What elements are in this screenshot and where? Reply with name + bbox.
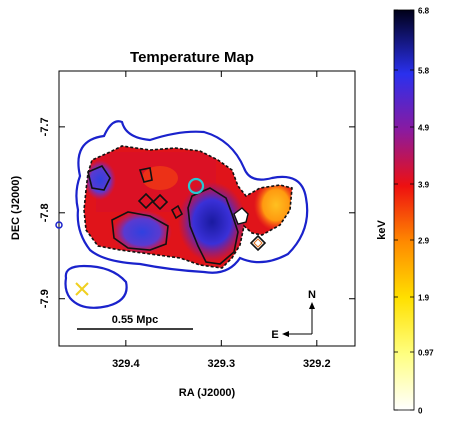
colorbar-tick-label: 0 <box>418 407 423 416</box>
colorbar-tick-label: 4.9 <box>418 124 430 133</box>
colorbar-tick-label: 0.97 <box>418 349 434 358</box>
xray-contour-outer <box>75 120 309 274</box>
heatmap-warm-patch <box>142 166 178 190</box>
contour-hot-knot-west <box>111 211 169 251</box>
contour-small-knot <box>138 167 153 183</box>
compass: N E <box>271 289 316 341</box>
y-axis-label: DEC (J2000) <box>10 176 22 241</box>
x-tick-label: 329.3 <box>208 358 236 370</box>
colorbar-ticks: 6.8 5.8 4.9 3.9 2.9 1.9 0.97 0 <box>394 7 434 416</box>
heatmap <box>84 146 292 268</box>
colorbar-tick-label: 1.9 <box>418 294 430 303</box>
contour-hot-knot-north <box>87 165 111 191</box>
temperature-contours <box>83 145 293 269</box>
y-tick-label: -7.8 <box>39 203 51 222</box>
colorbar-tick-label: 5.8 <box>418 67 430 76</box>
y-tick-label: -7.7 <box>39 117 51 136</box>
plot-frame <box>58 70 356 347</box>
colorbar-tick-label: 2.9 <box>418 237 430 246</box>
diamond-marker <box>249 234 267 252</box>
small-blue-circle-marker <box>55 221 63 229</box>
masked-point-source <box>233 207 249 225</box>
x-tick-label: 329.4 <box>112 358 140 370</box>
diamond-marker <box>151 193 169 211</box>
contour-hot-core-east <box>187 187 239 265</box>
diamond-marker <box>137 192 155 210</box>
cyan-circle-marker <box>187 177 205 195</box>
heatmap-cool-tail-west <box>254 179 292 231</box>
x-axis-label: RA (J2000) <box>179 387 236 399</box>
x-axis: 329.4 329.3 329.2 <box>112 71 331 370</box>
point-source-markers <box>137 192 267 252</box>
colorbar-tick-label: 6.8 <box>418 7 430 16</box>
yellow-cross-marker <box>75 282 89 296</box>
scale-bar-label: 0.55 Mpc <box>112 314 158 326</box>
compass-north-label: N <box>308 289 316 301</box>
heatmap-hot-knot-west <box>112 210 172 254</box>
y-tick-label: -7.9 <box>39 289 51 308</box>
colorbar-label: keV <box>376 220 388 240</box>
x-tick-label: 329.2 <box>303 358 331 370</box>
diamond-marker-inner <box>253 238 263 248</box>
map-boundary-contour <box>83 145 293 269</box>
contour-small-knot <box>170 204 184 220</box>
chart-title: Temperature Map <box>130 49 254 66</box>
colorbar-tick-label: 3.9 <box>418 181 430 190</box>
y-axis: -7.7 -7.8 -7.9 <box>39 117 355 308</box>
xray-contour-sw-blob <box>64 264 128 309</box>
xray-contours <box>64 120 309 309</box>
heatmap-hot-core-east <box>178 182 246 262</box>
colorbar <box>393 9 415 411</box>
compass-east-label: E <box>271 329 278 341</box>
